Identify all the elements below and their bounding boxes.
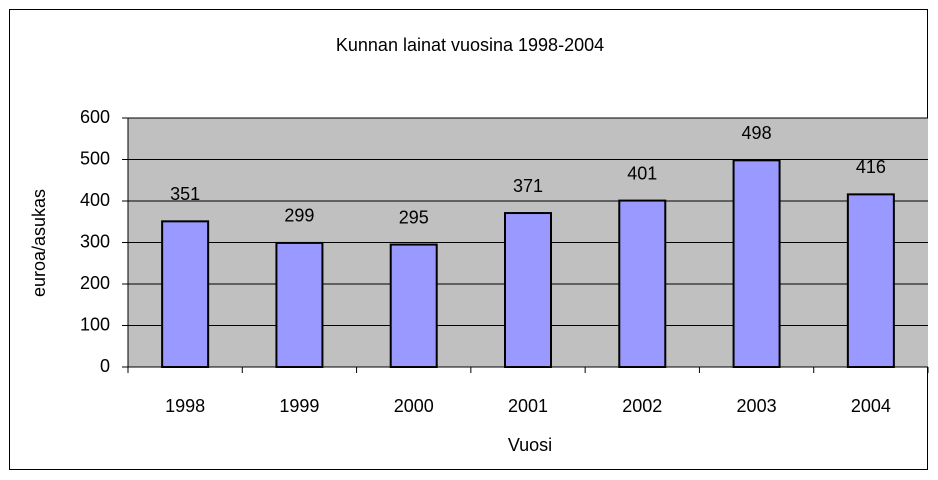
data-label: 371 xyxy=(513,176,543,196)
x-axis-label: Vuosi xyxy=(508,435,552,455)
y-tick-label: 500 xyxy=(80,148,110,168)
data-label: 299 xyxy=(284,206,314,226)
x-tick-label: 1999 xyxy=(279,396,319,416)
data-label: 498 xyxy=(742,123,772,143)
x-tick-label: 2004 xyxy=(851,396,891,416)
y-tick-label: 0 xyxy=(100,356,110,376)
bar xyxy=(732,159,781,368)
y-tick-label: 400 xyxy=(80,190,110,210)
bar xyxy=(504,212,552,368)
bar xyxy=(846,193,895,368)
bar xyxy=(161,220,210,368)
bar xyxy=(275,241,324,368)
data-label: 401 xyxy=(627,163,657,183)
y-tick-label: 600 xyxy=(80,107,110,127)
x-tick-label: 2003 xyxy=(737,396,777,416)
data-label: 351 xyxy=(170,184,200,204)
chart-title: Kunnan lainat vuosina 1998-2004 xyxy=(336,35,604,55)
y-tick-label: 200 xyxy=(80,273,110,293)
data-label: 295 xyxy=(399,207,429,227)
x-tick-label: 2002 xyxy=(622,396,662,416)
bar xyxy=(389,243,438,368)
x-tick-label: 2000 xyxy=(394,396,434,416)
x-tick-label: 1998 xyxy=(165,396,205,416)
data-label: 416 xyxy=(856,157,886,177)
y-tick-label: 300 xyxy=(80,231,110,251)
x-tick-label: 2001 xyxy=(508,396,548,416)
y-tick-label: 100 xyxy=(80,314,110,334)
bar xyxy=(618,199,667,368)
y-axis-label: euroa/asukas xyxy=(29,189,49,297)
